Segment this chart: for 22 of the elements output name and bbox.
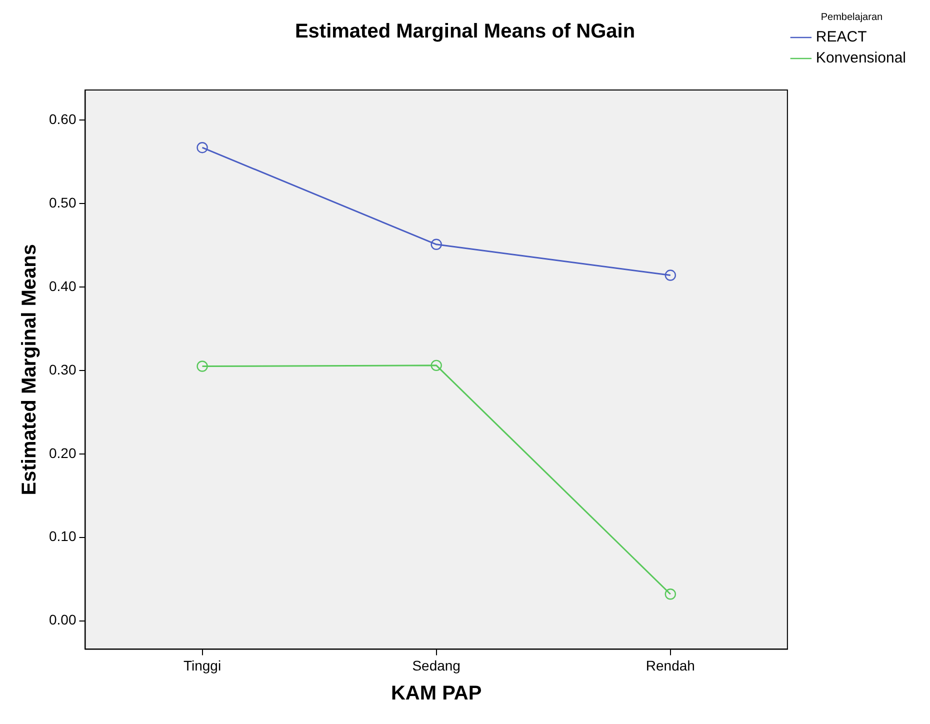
y-axis-title: Estimated Marginal Means [18, 244, 41, 496]
y-tick-label: 0.40 [49, 278, 76, 294]
legend-label: REACT [816, 28, 867, 46]
x-tick-label: Rendah [646, 657, 695, 674]
y-tick-label: 0.20 [49, 444, 76, 461]
x-tick-label: Sedang [412, 657, 460, 674]
x-tick-label: Tinggi [183, 657, 222, 674]
point [430, 238, 442, 250]
point [664, 588, 676, 600]
y-tick-label: 0.00 [49, 612, 76, 628]
y-tick-label: 0.60 [49, 110, 76, 127]
point [430, 360, 442, 372]
y-tick-label: 0.10 [49, 528, 76, 544]
legend-title: Pembelajaran [820, 12, 883, 23]
point [196, 142, 208, 154]
point [664, 270, 676, 281]
y-tick-label: 0.50 [49, 194, 76, 210]
point [196, 360, 208, 372]
chart-title: Estimated Marginal Means of NGain [294, 20, 636, 43]
legend-label: Konvensional [816, 50, 906, 67]
x-axis-title: KAM PAP [390, 682, 482, 705]
y-tick-label: 0.30 [49, 361, 76, 378]
